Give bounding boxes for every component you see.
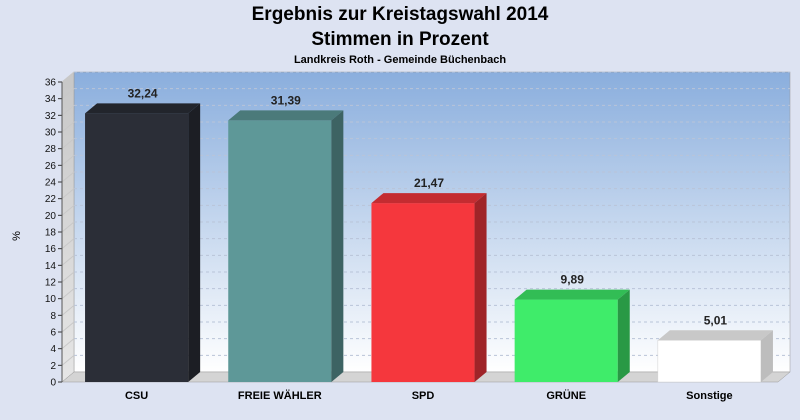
y-tick-label: 30: [45, 128, 57, 139]
y-tick-label: 6: [50, 328, 56, 339]
y-tick-label: 12: [45, 278, 57, 289]
y-tick-label: 4: [50, 344, 56, 355]
bar-grüne: [514, 289, 630, 382]
bar-top: [514, 289, 630, 300]
bar-side: [617, 289, 630, 382]
bar-top: [657, 330, 773, 341]
bar-front: [657, 340, 762, 383]
y-axis-label: %: [11, 231, 23, 241]
grid-line-wall: [61, 354, 75, 366]
bar-front: [371, 203, 475, 382]
bar-sonstige: [657, 330, 773, 383]
grid-line-wall: [61, 188, 75, 200]
x-tick-label: FREIE WÄHLER: [238, 389, 322, 402]
y-tick-label: 26: [45, 161, 57, 172]
y-tick-label: 34: [45, 94, 57, 105]
chart-caption: Landkreis Roth - Gemeinde Büchenbach: [293, 54, 507, 66]
y-tick-label: 22: [45, 194, 57, 205]
y-tick-label: 14: [45, 261, 57, 272]
data-label: 21,47: [414, 176, 444, 190]
y-tick-label: 10: [45, 294, 57, 305]
y-tick-label: 2: [50, 361, 56, 372]
grid-line-wall: [61, 71, 75, 83]
data-label: 31,39: [271, 93, 301, 107]
grid-line-wall: [61, 204, 75, 216]
x-tick-label: SPD: [412, 390, 435, 402]
grid-line-wall: [61, 221, 75, 233]
grid-line-wall: [61, 338, 75, 350]
data-label: 32,24: [128, 86, 158, 100]
grid-line-wall: [61, 288, 75, 300]
bar-top: [371, 193, 487, 204]
bar-top: [228, 110, 344, 121]
bar-spd: [371, 193, 487, 382]
chart-subtitle: Stimmen in Prozent: [311, 29, 489, 50]
bar-top: [85, 103, 201, 114]
x-tick-label: GRÜNE: [546, 389, 586, 402]
bar-freie-wähler: [228, 110, 344, 383]
y-tick-label: 24: [45, 178, 57, 189]
grid-line-wall: [61, 88, 75, 100]
grid-line-wall: [61, 321, 75, 333]
bar-side: [760, 330, 773, 382]
bar-side: [188, 103, 201, 382]
bar-front: [85, 113, 189, 382]
y-tick-label: 16: [45, 244, 57, 255]
y-tick-label: 8: [50, 311, 56, 322]
bar-front: [514, 299, 618, 382]
bar-side: [331, 110, 344, 383]
bar-front: [228, 120, 332, 383]
grid-line-wall: [61, 154, 75, 166]
y-tick-label: 32: [45, 111, 57, 122]
grid-line-wall: [61, 138, 75, 150]
data-label: 5,01: [704, 313, 728, 327]
y-tick-label: 18: [45, 228, 57, 239]
y-tick-label: 0: [50, 378, 56, 389]
bar-side: [474, 193, 487, 382]
grid-line-wall: [61, 254, 75, 266]
grid-line-wall: [61, 171, 75, 183]
grid-line-wall: [61, 271, 75, 283]
grid-line-wall: [61, 238, 75, 250]
y-tick-label: 36: [45, 78, 57, 89]
y-tick-label: 28: [45, 144, 57, 155]
grid-line-wall: [61, 121, 75, 133]
grid-line-wall: [61, 104, 75, 116]
grid-line-wall: [61, 304, 75, 316]
y-tick-label: 20: [45, 211, 57, 222]
chart-title: Ergebnis zur Kreistagswahl 2014: [251, 4, 549, 25]
data-label: 9,89: [561, 273, 585, 287]
x-tick-label: CSU: [125, 390, 148, 402]
x-tick-label: Sonstige: [686, 390, 732, 402]
bar-csu: [85, 103, 201, 382]
